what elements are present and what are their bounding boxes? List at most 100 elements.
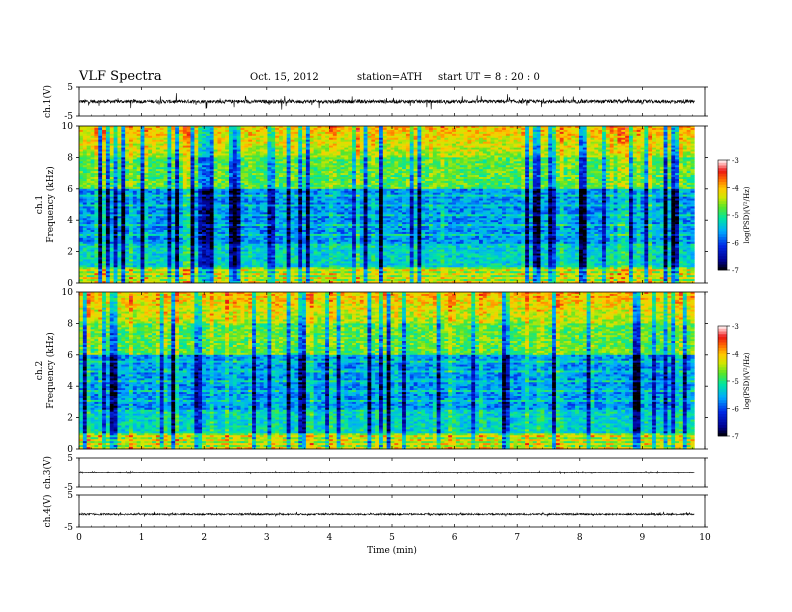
- spectrogram-cell: [686, 169, 691, 172]
- spectrogram-cell: [321, 157, 326, 160]
- spectrogram-cell: [675, 182, 680, 186]
- spectrogram-cell: [475, 180, 480, 184]
- spectrogram-cell: [113, 167, 118, 170]
- spectrogram-cell: [132, 129, 137, 133]
- spectrogram-cell: [513, 163, 518, 166]
- spectrogram-cell: [644, 159, 649, 162]
- spectrogram-cell: [417, 127, 422, 131]
- spectrogram-cell: [190, 177, 195, 180]
- spectrogram-cell: [278, 153, 284, 156]
- spectrogram-cell: [625, 151, 630, 154]
- spectrogram-cell: [471, 155, 476, 158]
- spectrogram-cell: [682, 175, 687, 178]
- spectrogram-cell: [163, 126, 168, 129]
- spectrogram-cell: [513, 177, 518, 180]
- spectrogram-cell: [471, 126, 476, 129]
- spectrogram-cell: [605, 145, 611, 148]
- spectrogram-cell: [432, 129, 437, 133]
- spectrogram-cell: [540, 161, 545, 164]
- spectrogram-cell: [555, 131, 561, 135]
- spectrogram-cell: [478, 129, 484, 133]
- spectrogram-cell: [278, 133, 284, 137]
- spectrogram-cell: [305, 149, 311, 152]
- spectrogram-cell: [682, 167, 687, 170]
- spectrogram-cell: [513, 180, 518, 184]
- spectrogram-cell: [302, 133, 307, 137]
- spectrogram-cell: [225, 180, 230, 184]
- spectrogram-cell: [459, 180, 464, 184]
- spectrogram-cell: [236, 163, 241, 166]
- spectrogram-cell: [321, 126, 326, 129]
- spectrogram-cell: [194, 180, 199, 184]
- spectrogram-cell: [452, 175, 457, 178]
- spectrogram-cell: [117, 165, 122, 168]
- spectrogram-cell: [267, 167, 272, 170]
- spectrogram-cell: [232, 177, 237, 180]
- spectrogram-cell: [352, 145, 357, 148]
- spectrogram-cell: [502, 161, 507, 164]
- spectrogram-cell: [117, 177, 122, 180]
- spectrogram-cell: [221, 155, 226, 158]
- spectrogram-cell: [675, 133, 680, 137]
- spectrogram-cell: [559, 151, 564, 154]
- spectrogram-cell: [340, 171, 345, 174]
- spectrogram-cell: [532, 139, 537, 142]
- spectrogram-cell: [148, 139, 153, 142]
- spectrogram-cell: [440, 126, 445, 129]
- spectrogram-cell: [290, 145, 295, 148]
- spectrogram-cell: [259, 175, 264, 178]
- spectrogram-cell: [494, 133, 499, 137]
- spectrogram-cell: [325, 169, 330, 172]
- spectrogram-cell: [390, 161, 395, 164]
- spectrogram-cell: [232, 165, 237, 168]
- spectrogram-cell: [390, 131, 395, 135]
- spectrogram-cell: [675, 151, 680, 154]
- spectrogram-cell: [563, 129, 568, 133]
- spectrogram-cell: [505, 141, 511, 144]
- spectrogram-cell: [409, 155, 414, 158]
- spectrogram-cell: [452, 151, 457, 154]
- spectrogram-cell: [332, 129, 337, 133]
- spectrogram-cell: [236, 157, 241, 160]
- spectrogram-cell: [448, 135, 453, 139]
- spectrogram-cell: [632, 127, 637, 131]
- spectrogram-cell: [444, 159, 449, 162]
- spectrogram-cell: [109, 127, 114, 131]
- spectrogram-cell: [82, 161, 87, 164]
- spectrogram-cell: [528, 175, 534, 178]
- spectrogram-cell: [263, 137, 268, 141]
- spectrogram-cell: [494, 143, 499, 146]
- spectrogram-cell: [179, 153, 184, 156]
- spectrogram-cell: [148, 167, 153, 170]
- spectrogram-cell: [240, 175, 245, 178]
- spectrogram-cell: [309, 133, 314, 137]
- spectrogram-cell: [625, 177, 630, 180]
- spectrogram-cell: [532, 127, 537, 131]
- spectrogram-cell: [248, 157, 253, 160]
- spectrogram-cell: [163, 171, 168, 174]
- spectrogram-cell: [525, 126, 530, 129]
- spectrogram-cell: [363, 145, 368, 148]
- spectrogram-cell: [528, 151, 534, 154]
- spectrogram-cell: [409, 149, 414, 152]
- spectrogram-cell: [678, 182, 684, 186]
- spectrogram-cell: [252, 161, 257, 164]
- spectrogram-cell: [636, 169, 641, 172]
- spectrogram-cell: [390, 167, 395, 170]
- spectrogram-cell: [478, 126, 484, 129]
- spectrogram-cell: [82, 184, 87, 188]
- spectrogram-cell: [248, 143, 253, 146]
- spectrogram-cell: [163, 131, 168, 135]
- spectrogram-cell: [609, 126, 614, 129]
- spectrogram-cell: [129, 161, 134, 164]
- spectrogram-cell: [559, 149, 564, 152]
- spectrogram-cell: [375, 127, 380, 131]
- spectrogram-cell: [163, 186, 168, 190]
- spectrogram-cell: [655, 126, 661, 129]
- spectrogram-cell: [671, 145, 676, 148]
- spectrogram-cell: [521, 182, 526, 186]
- spectrogram-cell: [228, 145, 234, 148]
- spectrogram-cell: [475, 178, 480, 182]
- spectrogram-cell: [498, 184, 503, 188]
- spectrogram-cell: [386, 126, 391, 129]
